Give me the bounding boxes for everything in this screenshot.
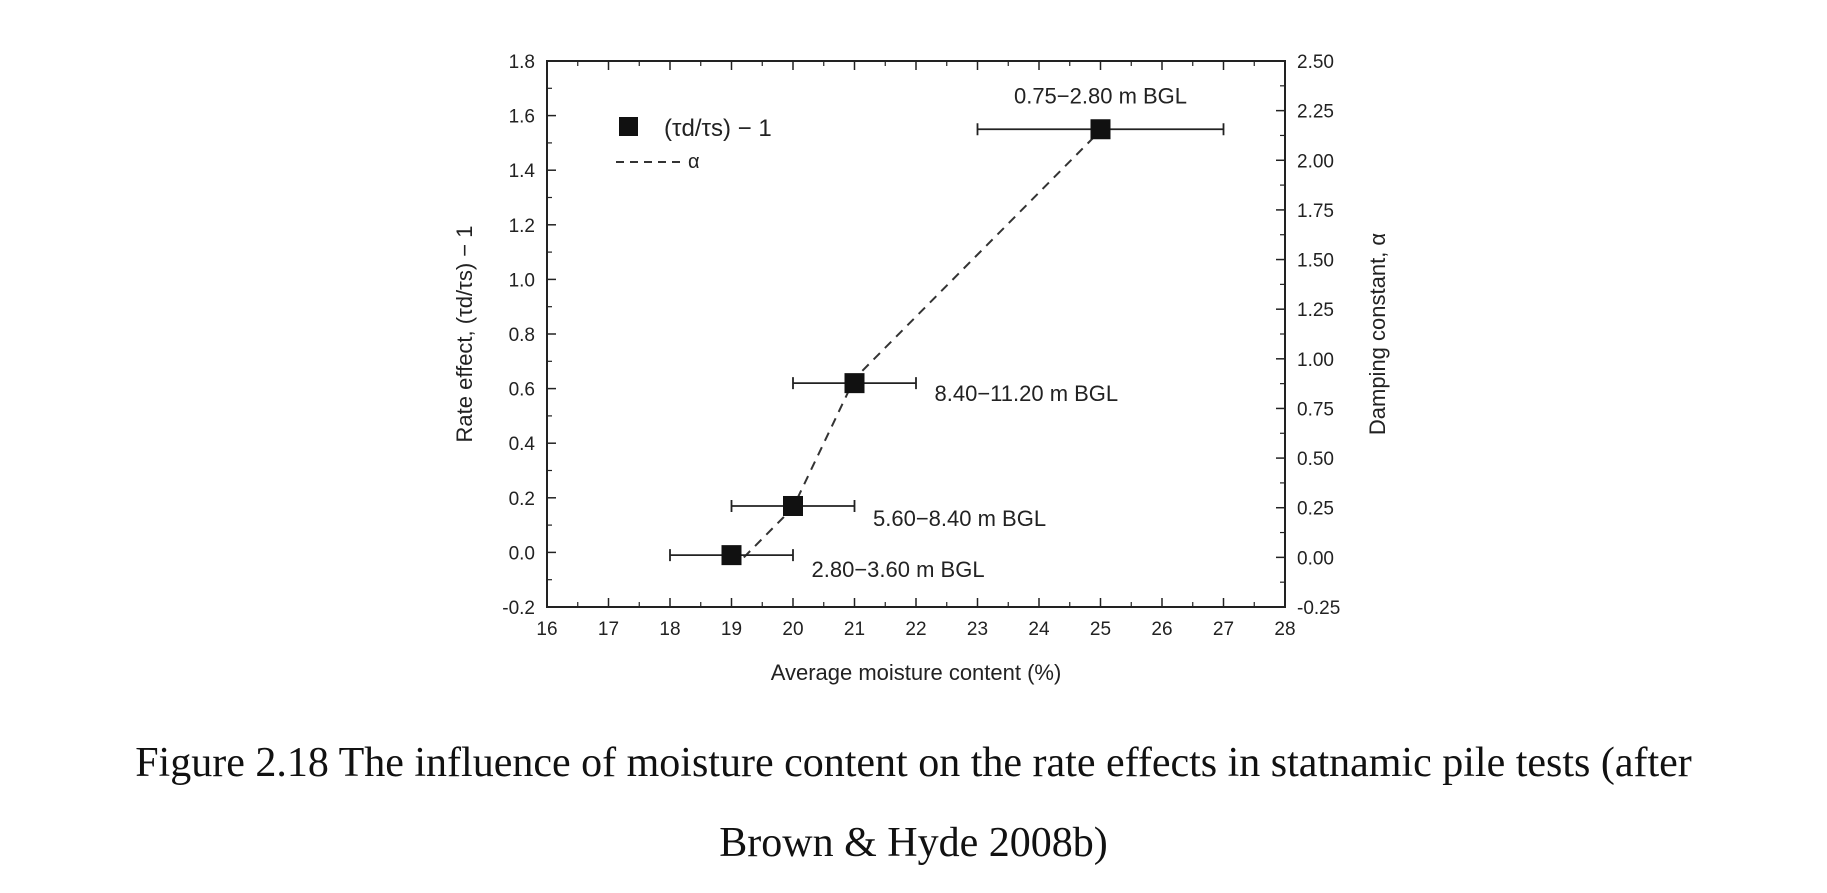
data-point-label: 5.60−8.40 m BGL (873, 506, 1046, 531)
y2-tick-label: 0.50 (1297, 449, 1334, 470)
figure-caption-line-2: Brown & Hyde 2008b) (719, 820, 1108, 866)
data-point (783, 495, 803, 516)
x-tick-label: 19 (721, 619, 742, 640)
y-tick-label: 1.6 (509, 107, 535, 128)
x-tick-label: 21 (844, 619, 865, 640)
y-tick-label: 0.8 (509, 325, 535, 346)
alpha-series (743, 129, 1102, 559)
y-tick-label: -0.2 (502, 598, 535, 619)
y2-tick-label: 1.75 (1297, 201, 1334, 222)
alpha-dashed-line (743, 129, 1102, 559)
y2-axis-ticks: -0.25 0.00 0.25 0.50 0.75 1.00 1.25 1.50 1.75 2.0… (1276, 52, 1340, 619)
y2-tick-label: 0.00 (1297, 548, 1334, 569)
x-tick-label: 22 (905, 619, 926, 640)
y2-tick-label: 0.25 (1297, 499, 1334, 520)
x-tick-label: 27 (1213, 619, 1234, 640)
x-tick-label: 25 (1090, 619, 1111, 640)
y-tick-label: 0.2 (509, 489, 535, 510)
legend-square-marker (619, 117, 638, 136)
x-tick-label: 28 (1274, 619, 1295, 640)
figure-caption-line-1: Figure 2.18 The influence of moisture co… (135, 740, 1692, 786)
y2-tick-label: 1.00 (1297, 350, 1334, 371)
data-point (844, 373, 865, 394)
x-tick-label: 17 (598, 619, 619, 640)
y2-tick-label: 1.25 (1297, 300, 1334, 321)
y-axis-ticks: -0.2 0.0 0.2 0.4 0.6 0.8 1.0 1.2 1.4 1.6 1.8 (502, 52, 556, 619)
rate-effect-series: 2.80−3.60 m BGL 5.60−8.40 m BGL 8.40−11.20… (669, 83, 1225, 582)
y-tick-label: 0.0 (509, 543, 535, 564)
y-tick-label: 1.0 (509, 270, 535, 291)
y2-tick-label: 2.50 (1297, 52, 1334, 73)
y2-tick-label: 0.75 (1297, 399, 1334, 420)
y2-tick-label: 2.00 (1297, 151, 1334, 172)
y-axis-title: Rate effect, (τd/τs) − 1 (452, 226, 477, 443)
x-tick-label: 18 (659, 619, 680, 640)
x-axis-title: Average moisture content (%) (771, 660, 1062, 685)
x-tick-label: 24 (1028, 619, 1050, 640)
x-axis-ticks: 16 17 18 19 20 21 22 23 24 25 26 27 28 (536, 61, 1296, 640)
y2-tick-label: -0.25 (1297, 598, 1340, 619)
y-tick-label: 0.4 (509, 434, 536, 455)
y2-tick-label: 1.50 (1297, 251, 1334, 272)
data-point-label: 8.40−11.20 m BGL (935, 381, 1119, 406)
y-tick-label: 1.8 (509, 52, 535, 73)
data-point-label: 2.80−3.60 m BGL (812, 557, 985, 582)
x-tick-label: 16 (536, 619, 557, 640)
x-tick-label: 26 (1151, 619, 1172, 640)
data-point (1090, 119, 1111, 140)
legend-label-alpha: α (688, 151, 700, 173)
x-tick-label: 23 (967, 619, 988, 640)
y-tick-label: 1.2 (509, 216, 535, 237)
y2-tick-label: 2.25 (1297, 102, 1334, 123)
y2-axis-title: Damping constant, α (1365, 233, 1390, 436)
y-tick-label: 0.6 (509, 380, 535, 401)
x-tick-label: 20 (782, 619, 803, 640)
data-point-label: 0.75−2.80 m BGL (1014, 83, 1187, 108)
data-point (721, 545, 742, 566)
chart: 16 17 18 19 20 21 22 23 24 25 26 27 28 -0.2 0.0 0.2 0.4… (452, 52, 1390, 685)
y-tick-label: 1.4 (509, 161, 536, 182)
legend: (τd/τs) − 1 α (616, 115, 772, 173)
legend-label-rate-effect: (τd/τs) − 1 (664, 115, 772, 142)
